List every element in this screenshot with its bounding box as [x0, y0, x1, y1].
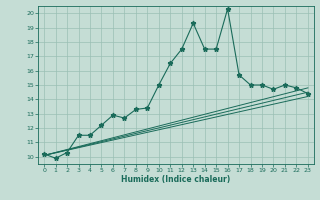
X-axis label: Humidex (Indice chaleur): Humidex (Indice chaleur) — [121, 175, 231, 184]
